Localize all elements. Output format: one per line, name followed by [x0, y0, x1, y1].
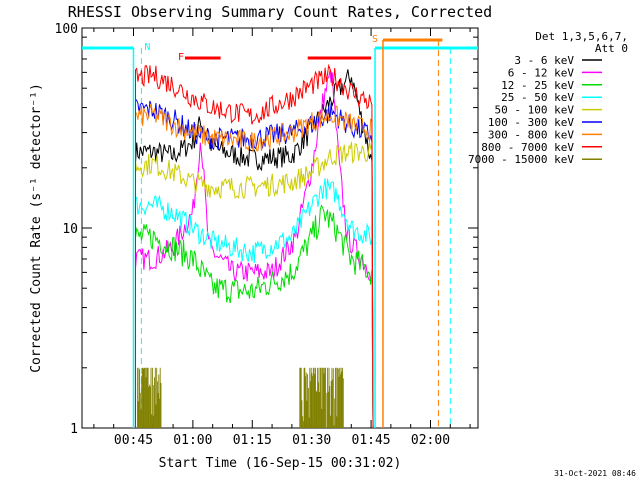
x-tick-label-4: 01:45: [352, 433, 391, 448]
annotation-S: S: [372, 34, 378, 45]
legend-header-line-1: Det 1,3,5,6,7,: [535, 30, 628, 43]
legend-label-2: 12 - 25 keV: [501, 79, 574, 92]
legend-label-6: 300 - 800 keV: [488, 128, 574, 141]
legend-header-line-2: Att 0: [595, 42, 628, 55]
x-tick-label-1: 01:00: [173, 433, 212, 448]
footer-timestamp: 31-Oct-2021 08:46: [554, 469, 636, 478]
legend-label-1: 6 - 12 keV: [508, 66, 575, 79]
legend-label-4: 50 - 100 keV: [495, 104, 575, 117]
series-line-6: [134, 103, 374, 429]
legend-label-8: 7000 - 15000 keV: [468, 153, 574, 166]
series-line-4: [134, 141, 374, 429]
y-tick-label-2: 100: [55, 22, 78, 37]
x-tick-label-5: 02:00: [411, 433, 450, 448]
x-axis-label: Start Time (16-Sep-15 00:31:02): [159, 456, 402, 471]
series-line-2: [134, 204, 374, 429]
y-axis-label: Corrected Count Rate (s⁻¹ detector⁻¹): [29, 83, 44, 373]
annotation-F: F: [178, 52, 184, 63]
x-tick-label-2: 01:15: [233, 433, 272, 448]
series-line-3: [134, 178, 374, 429]
legend-label-7: 800 - 7000 keV: [481, 141, 574, 154]
y-tick-label-0: 1: [70, 422, 78, 437]
x-tick-label-3: 01:30: [292, 433, 331, 448]
series-line-1: [134, 70, 374, 429]
y-tick-label-1: 10: [62, 222, 78, 237]
legend-label-0: 3 - 6 keV: [514, 54, 574, 67]
x-tick-label-0: 00:45: [114, 433, 153, 448]
legend-label-5: 100 - 300 keV: [488, 116, 574, 129]
chart-title: RHESSI Observing Summary Count Rates, Co…: [68, 3, 492, 21]
series-line-7: [134, 63, 374, 429]
annotation-N: N: [144, 42, 150, 53]
legend-label-3: 25 - 50 keV: [501, 91, 574, 104]
